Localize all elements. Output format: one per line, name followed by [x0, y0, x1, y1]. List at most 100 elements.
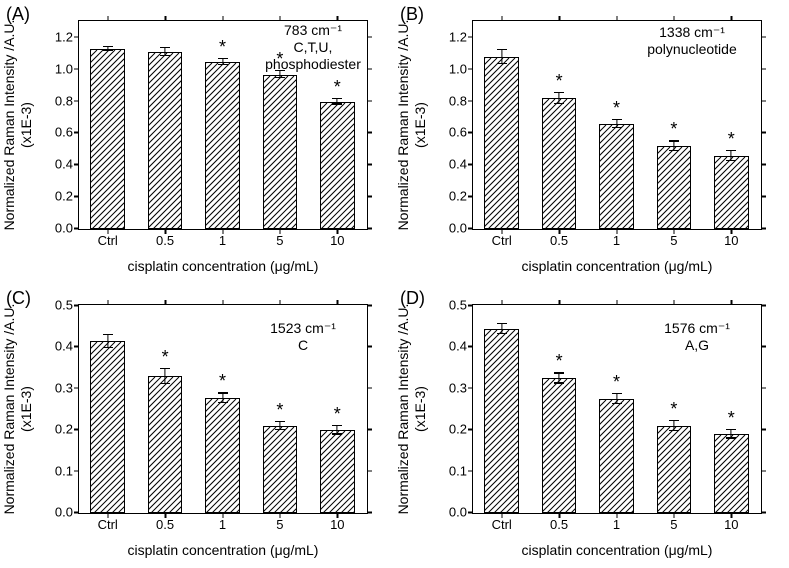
error-bar — [731, 429, 732, 437]
ytick-mark — [74, 100, 79, 102]
significance-star: * — [219, 38, 226, 56]
bar — [657, 426, 691, 513]
xtick-label: Ctrl — [492, 513, 512, 532]
error-cap — [332, 433, 342, 434]
error-cap — [160, 55, 170, 56]
error-cap — [103, 334, 113, 335]
xtick-label: 10 — [724, 513, 738, 532]
ytick-mark — [74, 305, 79, 307]
bar — [90, 341, 124, 513]
ylabel-c: Normalized Raman Intensity /A.U. (x1E-3) — [1, 304, 35, 515]
error-cap — [275, 77, 285, 78]
ytick-mark — [761, 470, 766, 472]
xtick-label: 5 — [276, 229, 283, 248]
error-cap — [275, 429, 285, 430]
xtick-mark — [222, 16, 224, 21]
significance-star: * — [219, 372, 226, 390]
error-cap — [612, 119, 622, 120]
error-cap — [554, 92, 564, 93]
ylabel-c-line1: Normalized Raman Intensity /A.U. — [1, 304, 17, 515]
xtick-label: 10 — [330, 513, 344, 532]
error-cap — [103, 50, 113, 51]
xtick-label: 5 — [670, 229, 677, 248]
ytick-mark — [468, 196, 473, 198]
ytick-mark — [74, 387, 79, 389]
error-bar — [222, 392, 223, 402]
ylabel-d: Normalized Raman Intensity /A.U. (x1E-3) — [395, 304, 429, 515]
error-cap — [726, 150, 736, 151]
significance-star: * — [728, 409, 735, 427]
xtick-mark — [279, 300, 281, 305]
plot-box-d: 0.00.10.20.30.40.5Ctrl0.5*1*5*10* — [472, 304, 762, 514]
error-bar — [673, 420, 674, 430]
ytick-mark — [367, 387, 372, 389]
significance-star: * — [728, 130, 735, 148]
xtick-mark — [616, 16, 618, 21]
error-bar — [165, 368, 166, 383]
ytick-mark — [761, 164, 766, 166]
ylabel-c-line2: (x1E-3) — [18, 386, 34, 432]
bar — [320, 102, 354, 229]
ytick-mark — [468, 36, 473, 38]
xtick-mark — [616, 300, 618, 305]
xtick-mark — [673, 16, 675, 21]
xtick-mark — [222, 300, 224, 305]
error-cap — [103, 46, 113, 47]
error-cap — [669, 140, 679, 141]
error-cap — [160, 47, 170, 48]
ytick-mark — [367, 196, 372, 198]
error-cap — [554, 103, 564, 104]
error-cap — [554, 382, 564, 383]
bar — [148, 376, 182, 513]
bar — [542, 98, 576, 229]
ylabel-d-line2: (x1E-3) — [412, 386, 428, 432]
xtick-mark — [165, 300, 167, 305]
xtick-label: 1 — [613, 513, 620, 532]
error-cap — [726, 429, 736, 430]
panel-a: (A) 783 cm⁻¹ C,T,U, phosphodiester Norma… — [0, 0, 394, 284]
xtick-label: 0.5 — [550, 229, 568, 248]
error-cap — [669, 420, 679, 421]
error-cap — [218, 64, 228, 65]
significance-star: * — [334, 405, 341, 423]
ytick-mark — [761, 228, 766, 230]
ylabel-a-line1: Normalized Raman Intensity /A.U. — [1, 20, 17, 231]
xtick-mark — [501, 16, 503, 21]
bar — [484, 57, 518, 229]
xtick-label: 1 — [219, 229, 226, 248]
ytick-mark — [367, 100, 372, 102]
ytick-mark — [468, 387, 473, 389]
ytick-mark — [761, 512, 766, 514]
bar — [205, 398, 239, 513]
ytick-mark — [761, 429, 766, 431]
xtick-mark — [501, 300, 503, 305]
xlabel-b: cisplatin concentration (μg/mL) — [472, 258, 762, 274]
ytick-mark — [367, 68, 372, 70]
bar — [205, 62, 239, 229]
error-cap — [160, 368, 170, 369]
ylabel-a-line2: (x1E-3) — [18, 102, 34, 148]
error-cap — [103, 347, 113, 348]
bar — [714, 156, 748, 229]
ytick-mark — [761, 132, 766, 134]
xtick-mark — [165, 16, 167, 21]
ytick-mark — [761, 196, 766, 198]
xtick-mark — [731, 16, 733, 21]
xtick-label: 0.5 — [156, 513, 174, 532]
xtick-mark — [107, 16, 109, 21]
significance-star: * — [334, 78, 341, 96]
bar — [657, 146, 691, 229]
plot-box-a: 0.00.20.40.60.81.01.2Ctrl0.51*5*10* — [78, 20, 368, 230]
bar — [542, 378, 576, 513]
xtick-label: Ctrl — [98, 513, 118, 532]
error-bar — [501, 323, 502, 333]
xtick-mark — [559, 300, 561, 305]
significance-star: * — [613, 373, 620, 391]
xtick-label: 1 — [613, 229, 620, 248]
ytick-mark — [74, 512, 79, 514]
ytick-mark — [74, 470, 79, 472]
ytick-mark — [468, 512, 473, 514]
error-cap — [612, 127, 622, 128]
xtick-label: 5 — [670, 513, 677, 532]
error-cap — [332, 98, 342, 99]
